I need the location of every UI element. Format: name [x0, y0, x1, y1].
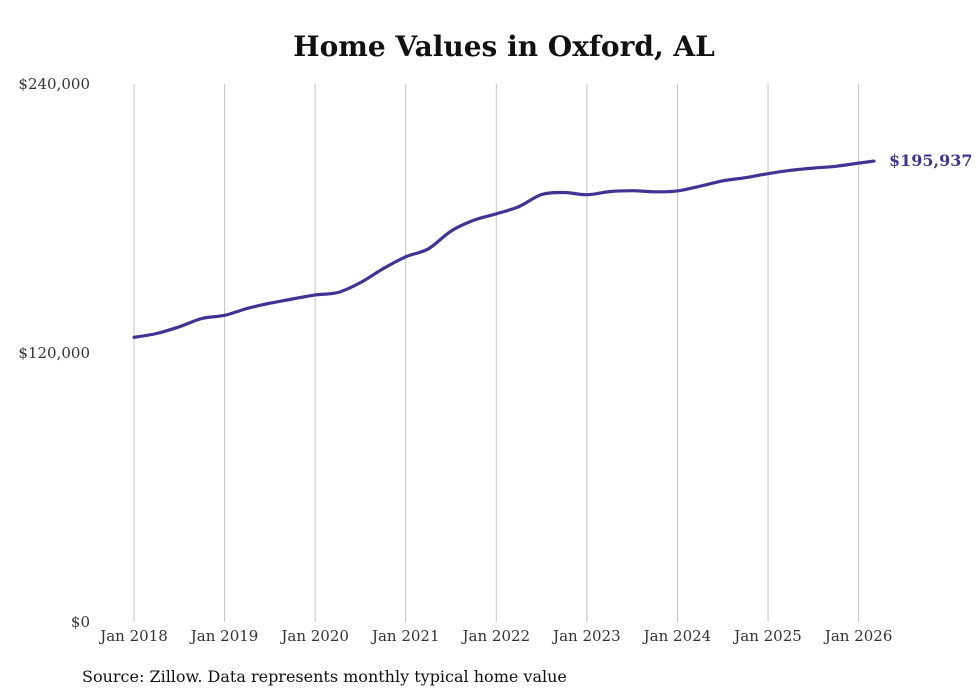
x-tick-label: Jan 2024 [642, 627, 712, 645]
chart-title: Home Values in Oxford, AL [293, 30, 715, 63]
data-annotations: $195,937 [889, 151, 973, 170]
series-lines [132, 159, 876, 339]
x-tick-label: Jan 2020 [279, 627, 349, 645]
x-tick-label: Jan 2018 [98, 627, 168, 645]
source-note: Source: Zillow. Data represents monthly … [82, 667, 567, 686]
last-value-label: $195,937 [889, 151, 973, 170]
y-axis-tick-labels: $0 $120,000 $240,000 [18, 75, 90, 631]
x-tick-label: Jan 2019 [189, 627, 259, 645]
x-tick-label: Jan 2023 [551, 627, 621, 645]
x-tick-label: Jan 2026 [823, 627, 893, 645]
y-tick-label: $0 [71, 613, 90, 631]
vertical-gridlines [133, 84, 860, 622]
x-tick-label: Jan 2025 [732, 627, 802, 645]
y-tick-label: $120,000 [18, 344, 90, 362]
y-tick-label: $240,000 [18, 75, 90, 93]
series-line [132, 159, 876, 339]
x-tick-label: Jan 2021 [370, 627, 440, 645]
x-axis-tick-labels: Jan 2018 Jan 2019 Jan 2020 Jan 2021 Jan 2022… [98, 627, 892, 645]
x-tick-label: Jan 2022 [461, 627, 531, 645]
